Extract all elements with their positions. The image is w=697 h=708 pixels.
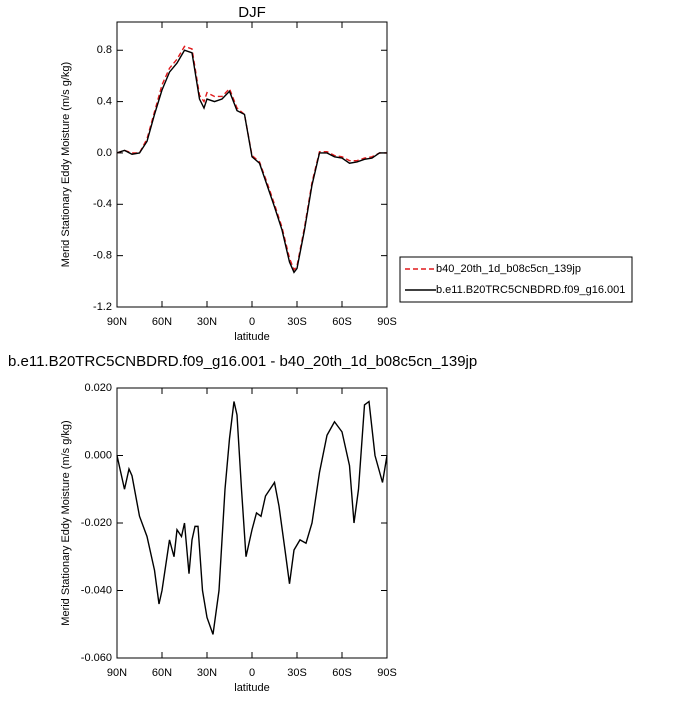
legend-label: b40_20th_1d_b08c5cn_139jp bbox=[436, 263, 581, 275]
x-tick-label: 30S bbox=[287, 667, 307, 679]
x-tick-label: 60N bbox=[152, 667, 172, 679]
x-tick-label: 30S bbox=[287, 316, 307, 328]
data-line bbox=[116, 49, 387, 274]
y-tick-label: -0.040 bbox=[81, 584, 112, 596]
y-axis-label: Merid Stationary Eddy Moisture (m/s g/kg… bbox=[60, 420, 72, 625]
x-tick-label: 0 bbox=[249, 316, 255, 328]
x-tick-label: 60S bbox=[332, 316, 352, 328]
x-tick-label: 90N bbox=[107, 316, 127, 328]
chart-title: DJF bbox=[238, 4, 266, 21]
x-axis-label: latitude bbox=[234, 682, 269, 694]
y-tick-label: -0.020 bbox=[81, 517, 112, 529]
x-tick-label: 60S bbox=[332, 667, 352, 679]
plot-frame bbox=[116, 387, 388, 659]
y-tick-label: 0.020 bbox=[84, 382, 112, 394]
y-axis-label: Merid Stationary Eddy Moisture (m/s g/kg… bbox=[60, 62, 72, 267]
y-tick-label: 0.4 bbox=[97, 96, 112, 108]
x-tick-label: 90S bbox=[377, 316, 397, 328]
x-tick-label: 90S bbox=[377, 667, 397, 679]
x-tick-label: 60N bbox=[152, 316, 172, 328]
x-tick-label: 0 bbox=[249, 667, 255, 679]
legend-box bbox=[399, 256, 633, 303]
chart-title: b.e11.B20TRC5CNBDRD.f09_g16.001 - b40_20… bbox=[8, 353, 477, 370]
legend-label: b.e11.B20TRC5CNBDRD.f09_g16.001 bbox=[436, 284, 625, 296]
y-tick-label: -0.8 bbox=[93, 250, 112, 262]
x-axis-label: latitude bbox=[234, 331, 269, 343]
y-tick-label: 0.000 bbox=[84, 449, 112, 461]
y-tick-label: 0.8 bbox=[97, 44, 112, 56]
y-tick-label: -1.2 bbox=[93, 301, 112, 313]
plot-frame bbox=[116, 21, 388, 308]
x-tick-label: 90N bbox=[107, 667, 127, 679]
x-tick-label: 30N bbox=[197, 316, 217, 328]
y-tick-label: 0.0 bbox=[97, 147, 112, 159]
x-tick-label: 30N bbox=[197, 667, 217, 679]
data-line bbox=[116, 400, 388, 635]
data-line bbox=[116, 45, 387, 272]
y-tick-label: -0.4 bbox=[93, 198, 112, 210]
y-tick-label: -0.060 bbox=[81, 652, 112, 664]
